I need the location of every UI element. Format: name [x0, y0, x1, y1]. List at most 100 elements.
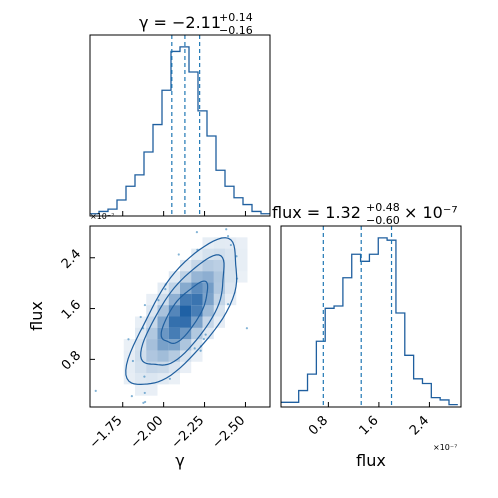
density-cell [168, 293, 180, 306]
ylabel-flux: flux [27, 301, 46, 331]
density-cell [236, 237, 248, 249]
density-cell [157, 373, 169, 385]
offset-text-flux-x: ×10⁻⁷ [433, 443, 457, 452]
density-cell [180, 327, 192, 340]
density-cell [146, 339, 158, 351]
density-cell [146, 361, 158, 374]
density-cell [135, 361, 147, 374]
sample-point [229, 243, 232, 247]
density-cell [123, 373, 135, 385]
contour-0 [160, 280, 209, 345]
density-cell [157, 305, 169, 317]
density-cell [202, 293, 214, 306]
density-cell [157, 327, 169, 340]
flux-hist [281, 237, 458, 406]
density-cell [213, 282, 225, 294]
density-cell [168, 373, 180, 385]
flux-x-tick-label-1: 1.6 [356, 413, 381, 438]
density-cell [146, 293, 158, 306]
xlabel-flux: flux [356, 451, 386, 470]
density-cell [157, 350, 169, 362]
sample-point [225, 228, 228, 231]
density-cell [157, 339, 169, 351]
contour-1 [140, 254, 225, 366]
density-cell [236, 248, 248, 260]
density-cell [213, 305, 225, 317]
density-cell [202, 305, 214, 317]
density-cell [180, 350, 192, 362]
density-cell [191, 282, 203, 294]
offset-text-hist1: ×10⁻⁷ [90, 212, 114, 221]
sample-point [130, 395, 133, 398]
title-flux-sup: +0.48 [366, 201, 400, 214]
panel-gamma-flux-2d: −1.75 −2.00 −2.25 −2.50 0.8 1.6 2.4 [59, 225, 271, 452]
density-cell [168, 316, 180, 328]
density-cell [225, 248, 237, 260]
panel-2d-frame [89, 225, 271, 408]
title-flux-main: flux = 1.32 [272, 203, 361, 222]
density-cell [213, 237, 225, 249]
density-cell [168, 271, 180, 283]
density-cell [135, 384, 147, 396]
density-cell [191, 271, 203, 283]
density-cell [225, 271, 237, 283]
density-cell [180, 305, 192, 317]
sample-point [195, 231, 199, 234]
density-cell [180, 316, 192, 328]
density-cell [146, 384, 158, 396]
density-cell [225, 282, 237, 294]
density-cell [202, 271, 214, 283]
panel-gamma-hist [89, 34, 271, 217]
density-cell [191, 339, 203, 351]
density-cell [202, 316, 214, 328]
sample-point [142, 401, 145, 405]
title-flux-sub: −0.60 [366, 214, 400, 227]
density-cell [191, 305, 203, 317]
density-cell [180, 259, 192, 272]
flux-y-tick-label-2: 2.4 [59, 247, 84, 272]
sample-point [204, 333, 207, 336]
flux-hist-frame [280, 225, 462, 408]
sample-point [157, 299, 160, 302]
density-cell [168, 339, 180, 351]
title-gamma: γ = −2.11 [139, 13, 221, 32]
density-cell [135, 373, 147, 385]
density-cell [168, 350, 180, 362]
sample-point [199, 349, 202, 352]
density-cell [191, 327, 203, 340]
sample-point [143, 303, 147, 307]
density-cell [191, 350, 203, 362]
density-cell [225, 259, 237, 272]
title-flux: flux = 1.32 [272, 203, 361, 222]
gamma-x-tick-label-0: −1.75 [87, 413, 126, 452]
density-cell [191, 293, 203, 306]
density-cell [236, 271, 248, 283]
density-cell [157, 293, 169, 306]
density-cell [135, 327, 147, 340]
density-cell [213, 271, 225, 283]
density-cell [202, 248, 214, 260]
sample-point [143, 391, 146, 395]
gamma-x-tick-label-3: −2.50 [210, 413, 249, 452]
gamma-x-tick-label-1: −2.00 [128, 413, 167, 452]
density-cell [180, 271, 192, 283]
sample-point [131, 359, 135, 363]
density-cell [191, 248, 203, 260]
contour-2 [125, 237, 238, 386]
density-cell [168, 361, 180, 374]
density-cell [146, 373, 158, 385]
density-cell [213, 259, 225, 272]
title-flux-suffix: × 10⁻⁷ [404, 203, 458, 222]
density-cell [180, 282, 192, 294]
density-cell [191, 316, 203, 328]
density-cell [180, 293, 192, 306]
sample-point [168, 377, 171, 380]
sample-point [202, 338, 205, 341]
density-cell [236, 259, 248, 272]
density-cell [213, 316, 225, 328]
density-cell [135, 316, 147, 328]
density-cell [180, 339, 192, 351]
density-cell [225, 293, 237, 306]
sample-point [177, 253, 180, 256]
